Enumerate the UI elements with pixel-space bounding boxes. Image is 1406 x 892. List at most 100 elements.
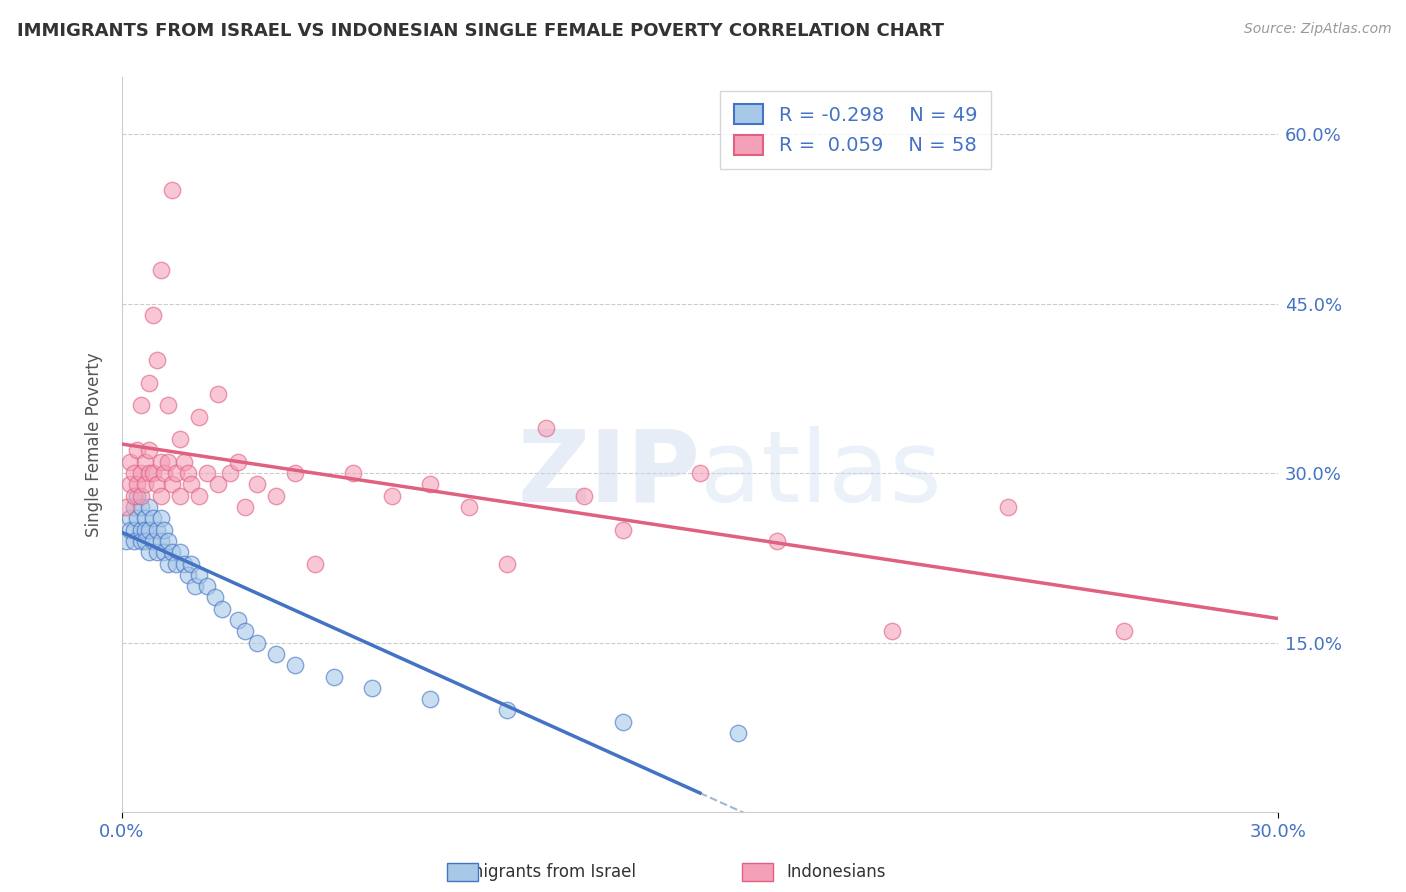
Point xyxy=(149,262,172,277)
Point xyxy=(153,466,176,480)
Y-axis label: Single Female Poverty: Single Female Poverty xyxy=(86,352,103,537)
Text: ZIP: ZIP xyxy=(517,425,700,523)
Point xyxy=(127,511,149,525)
Legend: R = -0.298    N = 49, R =  0.059    N = 58: R = -0.298 N = 49, R = 0.059 N = 58 xyxy=(720,91,991,169)
Point xyxy=(142,511,165,525)
Point xyxy=(195,579,218,593)
Point xyxy=(195,466,218,480)
Point xyxy=(882,624,904,639)
Point xyxy=(138,545,160,559)
Point xyxy=(204,591,226,605)
Point xyxy=(145,477,167,491)
Point xyxy=(727,726,749,740)
Point xyxy=(165,557,187,571)
Point xyxy=(145,353,167,368)
Point xyxy=(496,557,519,571)
Point xyxy=(131,533,153,548)
Point xyxy=(188,409,211,424)
Point xyxy=(284,658,307,673)
Point xyxy=(131,500,153,514)
Point xyxy=(131,466,153,480)
Point xyxy=(612,714,634,729)
Text: atlas: atlas xyxy=(700,425,942,523)
Point xyxy=(342,466,364,480)
Point xyxy=(219,466,242,480)
Point xyxy=(1112,624,1135,639)
Point xyxy=(157,557,180,571)
Point xyxy=(138,523,160,537)
Point xyxy=(226,455,249,469)
Point xyxy=(149,489,172,503)
Text: IMMIGRANTS FROM ISRAEL VS INDONESIAN SINGLE FEMALE POVERTY CORRELATION CHART: IMMIGRANTS FROM ISRAEL VS INDONESIAN SIN… xyxy=(17,22,943,40)
Point xyxy=(118,523,141,537)
Point xyxy=(207,477,229,491)
Point xyxy=(246,635,269,649)
Point xyxy=(134,523,156,537)
Point xyxy=(118,477,141,491)
Point xyxy=(127,443,149,458)
Text: Immigrants from Israel: Immigrants from Israel xyxy=(446,863,637,881)
Point xyxy=(122,500,145,514)
Point xyxy=(122,523,145,537)
Point xyxy=(142,308,165,322)
Point xyxy=(169,432,191,446)
Point xyxy=(226,613,249,627)
Point xyxy=(131,489,153,503)
Point xyxy=(149,511,172,525)
Point xyxy=(134,477,156,491)
Point xyxy=(211,601,233,615)
Point xyxy=(122,466,145,480)
Point xyxy=(118,511,141,525)
Point xyxy=(160,545,183,559)
Point xyxy=(689,466,711,480)
Point xyxy=(233,624,256,639)
Point xyxy=(574,489,596,503)
Point xyxy=(207,387,229,401)
Point xyxy=(284,466,307,480)
Point xyxy=(122,489,145,503)
Point xyxy=(142,533,165,548)
Point xyxy=(381,489,404,503)
Point xyxy=(184,579,207,593)
Point xyxy=(534,421,557,435)
Point xyxy=(496,703,519,717)
Point xyxy=(160,477,183,491)
Point xyxy=(169,545,191,559)
Point xyxy=(188,567,211,582)
Point xyxy=(149,455,172,469)
Point xyxy=(149,533,172,548)
Point xyxy=(138,500,160,514)
Point xyxy=(304,557,326,571)
Point xyxy=(322,669,344,683)
Point xyxy=(766,533,789,548)
Point xyxy=(264,647,287,661)
Point xyxy=(142,466,165,480)
Point xyxy=(173,557,195,571)
Point xyxy=(180,557,202,571)
Point xyxy=(176,466,198,480)
Point xyxy=(361,681,384,695)
Point xyxy=(134,511,156,525)
Point xyxy=(127,477,149,491)
Point xyxy=(127,489,149,503)
Point xyxy=(233,500,256,514)
Point xyxy=(157,533,180,548)
Point xyxy=(160,184,183,198)
Point xyxy=(131,523,153,537)
Point xyxy=(115,533,138,548)
Point xyxy=(138,443,160,458)
Point xyxy=(157,455,180,469)
Point xyxy=(115,500,138,514)
Point xyxy=(419,692,441,706)
Point xyxy=(145,545,167,559)
Point xyxy=(138,376,160,390)
Text: Source: ZipAtlas.com: Source: ZipAtlas.com xyxy=(1244,22,1392,37)
Point xyxy=(138,466,160,480)
Point xyxy=(457,500,479,514)
Point xyxy=(153,523,176,537)
Point xyxy=(188,489,211,503)
Point xyxy=(246,477,269,491)
Text: Indonesians: Indonesians xyxy=(787,863,886,881)
Point xyxy=(157,398,180,412)
Point xyxy=(134,455,156,469)
